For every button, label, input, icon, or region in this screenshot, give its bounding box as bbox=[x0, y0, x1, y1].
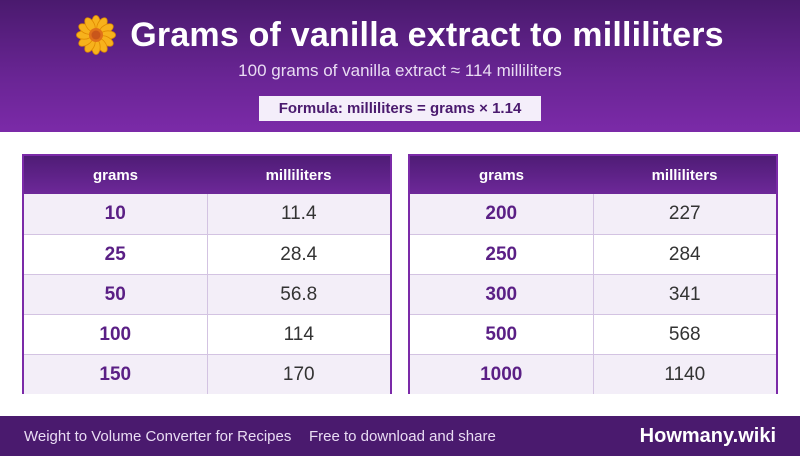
milliliters-cell: 170 bbox=[282, 363, 315, 385]
table-body: 200 227 250 284 300 341 500 568 1000 114… bbox=[410, 194, 776, 394]
milliliters-cell: 284 bbox=[668, 243, 701, 265]
milliliters-cell: 1140 bbox=[664, 363, 706, 385]
milliliters-cell: 568 bbox=[668, 323, 701, 345]
table-row: 200 227 bbox=[410, 194, 776, 234]
table-body: 10 11.4 25 28.4 50 56.8 100 114 150 170 bbox=[24, 194, 390, 394]
grams-cell: 100 bbox=[24, 315, 208, 354]
table-row: 10 11.4 bbox=[24, 194, 390, 234]
table-row: 150 170 bbox=[24, 354, 390, 394]
table-row: 500 568 bbox=[410, 314, 776, 354]
grams-cell: 500 bbox=[410, 315, 594, 354]
table-row: 1000 1140 bbox=[410, 354, 776, 394]
milliliters-cell: 28.4 bbox=[280, 243, 318, 265]
milliliters-cell: 227 bbox=[668, 203, 701, 224]
formula-box: Formula: milliliters = grams × 1.14 bbox=[259, 96, 541, 121]
table-row: 300 341 bbox=[410, 274, 776, 314]
header-banner: Grams of vanilla extract to milliliters … bbox=[0, 0, 800, 132]
table-row: 25 28.4 bbox=[24, 234, 390, 274]
conversion-table-left: grams milliliters 10 11.4 25 28.4 50 56.… bbox=[22, 154, 392, 394]
footer-bar: Weight to Volume Converter for Recipes F… bbox=[0, 416, 800, 456]
grams-cell: 250 bbox=[410, 235, 594, 274]
table-header: grams milliliters bbox=[24, 156, 390, 194]
column-header-milliliters: milliliters bbox=[651, 166, 718, 184]
column-header-grams: grams bbox=[92, 166, 139, 184]
flower-icon bbox=[76, 15, 117, 55]
table-row: 100 114 bbox=[24, 314, 390, 354]
milliliters-cell: 11.4 bbox=[280, 203, 317, 224]
footer-tagline: Weight to Volume Converter for Recipes bbox=[24, 428, 292, 445]
milliliters-cell: 56.8 bbox=[280, 283, 318, 305]
grams-cell: 50 bbox=[24, 275, 208, 314]
title-row: Grams of vanilla extract to milliliters bbox=[0, 12, 800, 58]
grams-cell: 200 bbox=[410, 194, 594, 234]
milliliters-cell: 341 bbox=[668, 283, 701, 305]
grams-cell: 300 bbox=[410, 275, 594, 314]
milliliters-cell: 114 bbox=[283, 323, 314, 345]
conversion-table-right: grams milliliters 200 227 250 284 300 34… bbox=[408, 154, 778, 394]
table-header: grams milliliters bbox=[410, 156, 776, 194]
grams-cell: 10 bbox=[24, 194, 208, 234]
page-subtitle: 100 grams of vanilla extract ≈ 114 milli… bbox=[238, 61, 562, 80]
footer-share-note: Free to download and share bbox=[309, 428, 496, 445]
column-header-grams: grams bbox=[478, 166, 525, 184]
table-row: 50 56.8 bbox=[24, 274, 390, 314]
page-title: Grams of vanilla extract to milliliters bbox=[130, 15, 724, 54]
table-row: 250 284 bbox=[410, 234, 776, 274]
grams-cell: 25 bbox=[24, 235, 208, 274]
footer-brand-link[interactable]: Howmany.wiki bbox=[639, 425, 776, 447]
grams-cell: 1000 bbox=[410, 355, 594, 394]
column-header-milliliters: milliliters bbox=[265, 166, 332, 184]
grams-cell: 150 bbox=[24, 355, 208, 394]
